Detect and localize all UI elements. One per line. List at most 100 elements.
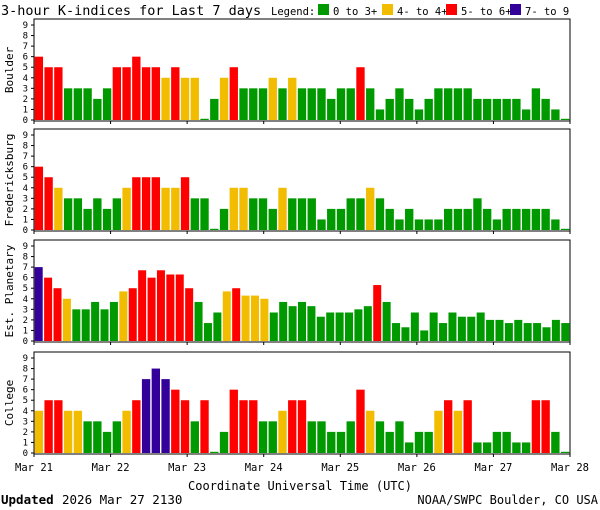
bar <box>297 400 307 453</box>
panel-frame <box>33 128 571 232</box>
bar <box>288 77 297 120</box>
bar <box>395 88 404 120</box>
y-tick-label: 1 <box>23 105 28 115</box>
bar <box>83 208 92 230</box>
x-tick-label: Mar 22 <box>92 462 130 474</box>
bar <box>486 319 495 341</box>
bar <box>492 431 502 453</box>
panel-name: Est. Planetary <box>3 244 16 337</box>
bar <box>119 291 128 341</box>
bar <box>392 323 401 341</box>
bar <box>229 389 238 453</box>
bar <box>541 98 550 120</box>
y-tick-label: 5 <box>23 173 28 183</box>
bar <box>141 67 151 120</box>
bar <box>307 198 316 230</box>
bar <box>81 309 90 341</box>
bar <box>385 98 394 120</box>
bar <box>561 323 570 341</box>
bar <box>502 208 511 230</box>
bar <box>473 442 482 453</box>
bar <box>363 306 372 341</box>
bar <box>112 198 122 230</box>
bar <box>297 198 307 230</box>
bar <box>373 285 382 341</box>
bar <box>93 198 102 230</box>
legend-label-1: 4- to 4+ <box>397 6 448 18</box>
bar <box>307 421 316 453</box>
bar <box>180 77 190 120</box>
bar <box>63 88 73 120</box>
bar <box>307 88 316 120</box>
y-tick-label: 3 <box>23 417 28 427</box>
bar <box>482 98 492 120</box>
bar <box>260 298 269 341</box>
bar <box>73 88 83 120</box>
legend-label-3: 7- to 9 <box>525 6 569 18</box>
bar <box>185 288 194 341</box>
bar <box>495 319 504 341</box>
y-tick-label: 1 <box>23 215 28 225</box>
bar <box>171 67 180 120</box>
bar <box>194 301 203 341</box>
x-tick-label: Mar 25 <box>321 462 359 474</box>
legend-label-2: 5- to 6+ <box>461 6 512 18</box>
y-tick-label: 3 <box>23 84 28 94</box>
y-tick-label: 0 <box>23 226 28 236</box>
updated-value: 2026 Mar 27 2130 <box>62 492 182 507</box>
y-tick-label: 9 <box>23 21 28 31</box>
bar <box>44 67 53 120</box>
y-tick-label: 1 <box>23 438 28 448</box>
bar <box>34 56 44 120</box>
bar <box>366 187 375 230</box>
data-source: NOAA/SWPC Boulder, CO USA <box>417 493 598 507</box>
bar <box>278 410 287 453</box>
y-tick-label: 4 <box>23 407 28 417</box>
bar <box>141 177 151 230</box>
bar <box>83 421 92 453</box>
legend-swatch-0 <box>318 4 329 15</box>
bar <box>375 109 385 120</box>
bar <box>457 316 466 341</box>
bar <box>346 421 355 453</box>
bar <box>560 228 570 230</box>
y-tick-label: 4 <box>23 295 28 305</box>
y-tick-label: 5 <box>23 396 28 406</box>
bar <box>73 410 83 453</box>
y-tick-label: 7 <box>23 375 28 385</box>
footer: Updated 2026 Mar 27 2130 NOAA/SWPC Bould… <box>1 492 599 507</box>
bar <box>307 306 316 341</box>
bar <box>151 67 160 120</box>
bar <box>366 410 375 453</box>
bar <box>161 187 170 230</box>
y-tick-label: 6 <box>23 386 28 396</box>
y-tick-label: 9 <box>23 242 28 252</box>
bar <box>122 67 131 120</box>
bar <box>336 208 346 230</box>
bar <box>258 421 268 453</box>
bar <box>531 208 541 230</box>
y-tick-label: 9 <box>23 131 28 141</box>
panel-name: Boulder <box>3 46 16 93</box>
panel-frame <box>33 18 571 122</box>
bar <box>278 88 287 120</box>
bar <box>83 88 92 120</box>
bar <box>239 400 248 453</box>
bar <box>180 177 190 230</box>
bar <box>414 109 424 120</box>
y-tick-label: 8 <box>23 32 28 42</box>
y-tick-label: 5 <box>23 63 28 73</box>
bar <box>533 323 542 341</box>
bar <box>473 98 482 120</box>
bar <box>288 306 297 341</box>
bar <box>463 400 472 453</box>
bar <box>512 208 521 230</box>
bar <box>560 118 570 120</box>
legend-swatch-3 <box>510 4 521 15</box>
bar <box>156 270 165 341</box>
bar <box>91 301 100 341</box>
bar <box>210 451 219 453</box>
y-tick-label: 3 <box>23 305 28 315</box>
